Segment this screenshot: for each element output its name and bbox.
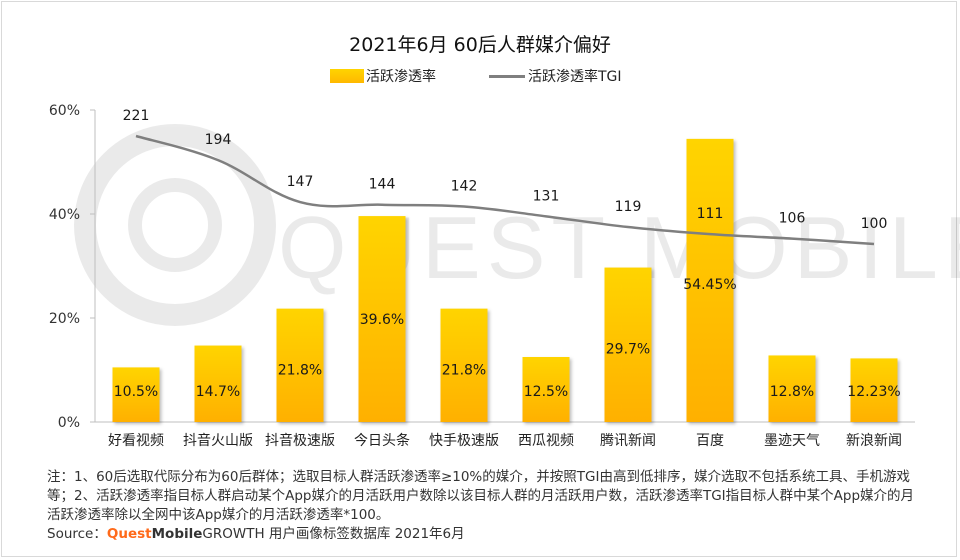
source-suffix: GROWTH 用户画像标签数据库 2021年6月 <box>202 526 465 542</box>
y-tick-label: 60% <box>49 103 80 119</box>
tgi-value-label: 147 <box>287 174 314 190</box>
legend-line-swatch <box>489 74 525 78</box>
source-line: Source： Quest Mobile GROWTH 用户画像标签数据库 2021… <box>47 525 925 544</box>
x-tick-label: 抖音极速版 <box>265 432 335 449</box>
legend-bar-swatch <box>330 69 364 83</box>
brand-quest: Quest <box>106 526 152 542</box>
x-tick-label: 今日头条 <box>354 432 410 449</box>
bar-value-label: 21.8% <box>278 363 322 379</box>
chart-title: 2021年6月 60后人群媒介偏好 <box>349 34 611 56</box>
y-tick-label: 20% <box>49 311 80 327</box>
source-prefix: Source： <box>47 526 107 542</box>
y-tick-label: 40% <box>49 207 80 223</box>
watermark: QUEST MOBILE <box>74 124 960 326</box>
tgi-value-label: 221 <box>123 108 150 124</box>
bar-value-label: 10.5% <box>114 384 158 400</box>
bar <box>522 357 570 422</box>
tgi-value-label: 131 <box>533 188 560 204</box>
tgi-value-label: 111 <box>697 206 724 222</box>
footnote-text: 注：1、60后选取代际分布为60后群体；选取目标人群活跃渗透率≥10%的媒介，并… <box>47 469 915 523</box>
legend-line-label: 活跃渗透率TGI <box>528 69 622 85</box>
bar <box>850 358 898 422</box>
bar-value-label: 12.5% <box>524 384 568 400</box>
y-tick-label: 0% <box>58 415 80 431</box>
bar-value-label: 39.6% <box>360 312 404 328</box>
chart-plot: QUEST MOBILE 0% 20% 40% 60% 好看视频 抖音火山版 抖音极速版 今日… <box>49 103 960 449</box>
bar-value-label: 29.7% <box>606 342 650 358</box>
brand-mobile: Mobile <box>151 526 203 542</box>
tgi-line <box>135 134 875 246</box>
bar <box>276 308 324 422</box>
bar-value-label: 21.8% <box>442 363 486 379</box>
footnote: 注：1、60后选取代际分布为60后群体；选取目标人群活跃渗透率≥10%的媒介，并… <box>47 468 925 544</box>
tgi-value-label: 194 <box>205 132 232 148</box>
tgi-value-label: 119 <box>615 199 642 215</box>
tgi-value-label: 144 <box>369 177 396 193</box>
bar <box>440 308 488 422</box>
x-tick-label: 墨迹天气 <box>764 433 820 449</box>
bar <box>768 355 816 422</box>
bar <box>358 216 406 422</box>
bar-value-label: 54.45% <box>683 277 736 293</box>
legend-bar-label: 活跃渗透率 <box>366 69 436 85</box>
legend-item-line: 活跃渗透率TGI <box>489 66 622 86</box>
legend-item-bar: 活跃渗透率 <box>330 66 436 86</box>
x-tick-label: 抖音火山版 <box>183 432 253 449</box>
bar-value-label: 14.7% <box>196 384 240 400</box>
x-tick-label: 快手极速版 <box>429 433 499 449</box>
x-tick-label: 西瓜视频 <box>518 433 574 449</box>
bar <box>194 345 242 422</box>
x-tick-label: 好看视频 <box>108 433 164 449</box>
x-tick-label: 新浪新闻 <box>846 433 902 449</box>
bar <box>686 138 734 423</box>
tgi-value-label: 100 <box>861 216 888 232</box>
bar <box>604 267 652 422</box>
bar <box>112 367 160 422</box>
x-tick-label: 腾讯新闻 <box>600 432 656 449</box>
tgi-value-label: 106 <box>779 211 806 227</box>
tgi-value-label: 142 <box>451 179 478 195</box>
bar-value-label: 12.23% <box>847 384 900 400</box>
x-tick-label: 百度 <box>696 433 724 449</box>
bar-value-label: 12.8% <box>770 384 814 400</box>
